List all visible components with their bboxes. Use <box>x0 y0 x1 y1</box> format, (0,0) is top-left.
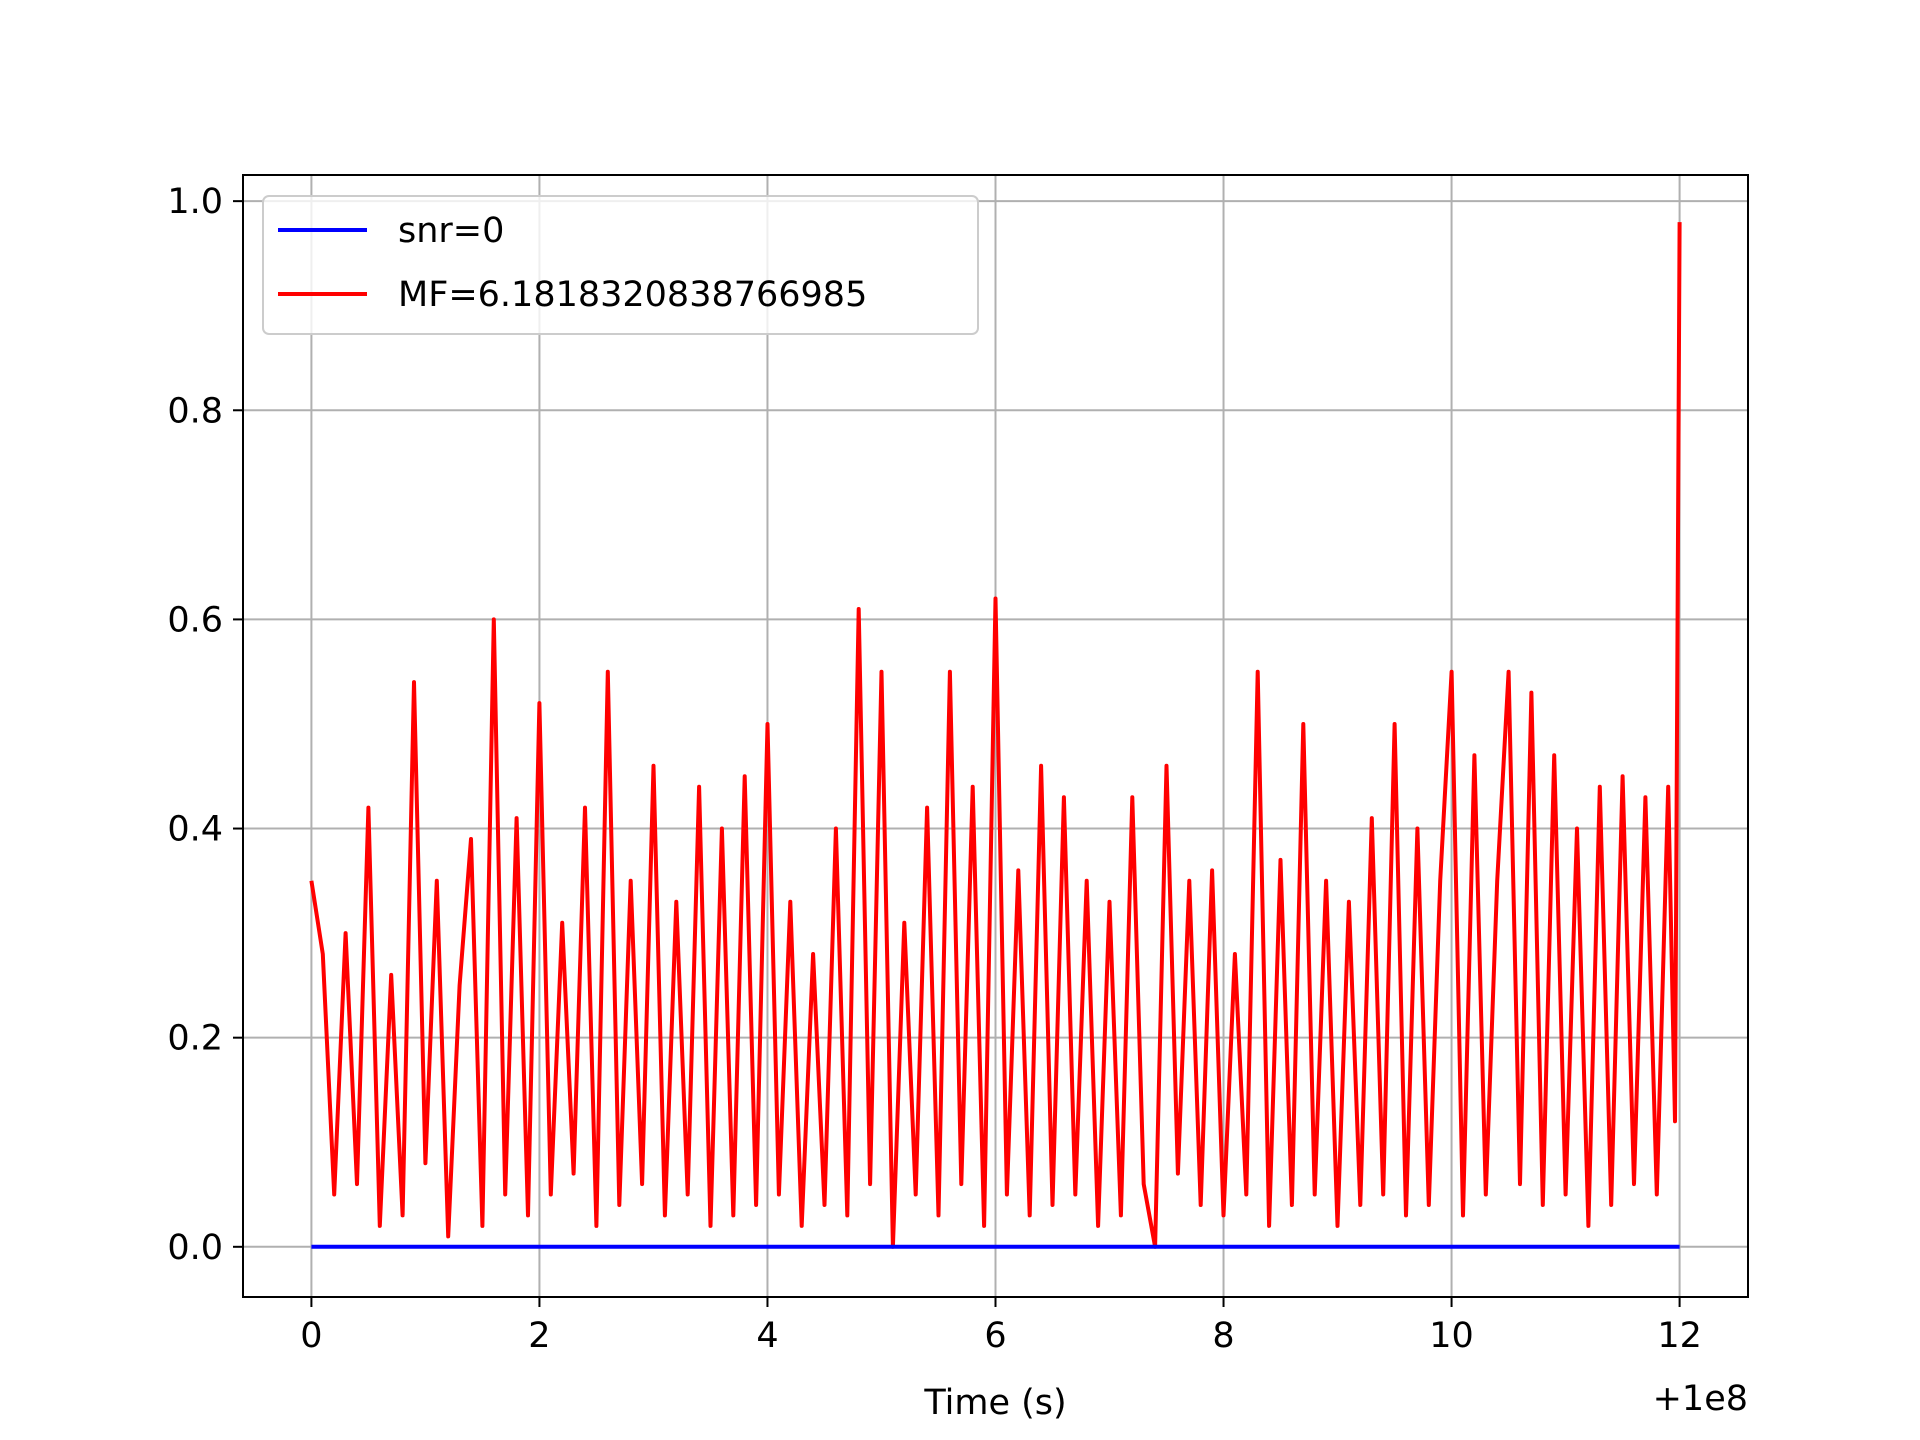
y-tick-label-2: 0.4 <box>167 810 223 850</box>
x-tick-label-0: 0 <box>300 1316 322 1356</box>
x-axis-label: Time (s) <box>923 1383 1066 1423</box>
axis-ticks: 0 2 4 6 8 10 12 0.0 0.2 0.4 0.6 0.8 1.0 <box>167 182 1702 1356</box>
x-tick-label-5: 10 <box>1429 1316 1474 1356</box>
x-tick-label-2: 4 <box>756 1316 778 1356</box>
legend-box <box>262 195 979 335</box>
legend-label-mf: MF=6.1818320838766985 <box>398 275 867 315</box>
y-tick-label-0: 0.0 <box>167 1228 223 1268</box>
y-tick-label-3: 0.6 <box>167 600 223 640</box>
legend-label-snr: snr=0 <box>398 211 504 251</box>
legend: snr=0 MF=6.1818320838766985 <box>262 195 979 335</box>
x-tick-label-1: 2 <box>528 1316 550 1356</box>
x-tick-label-3: 6 <box>984 1316 1006 1356</box>
x-tick-label-4: 8 <box>1212 1316 1234 1356</box>
x-tick-label-6: 12 <box>1657 1316 1702 1356</box>
y-tick-label-1: 0.2 <box>167 1019 223 1059</box>
y-tick-label-5: 1.0 <box>167 182 223 222</box>
series-lines <box>309 222 1682 1249</box>
x-offset-label: +1e8 <box>1653 1379 1748 1419</box>
series-line-mf <box>309 222 1682 1249</box>
y-tick-label-4: 0.8 <box>167 391 223 431</box>
